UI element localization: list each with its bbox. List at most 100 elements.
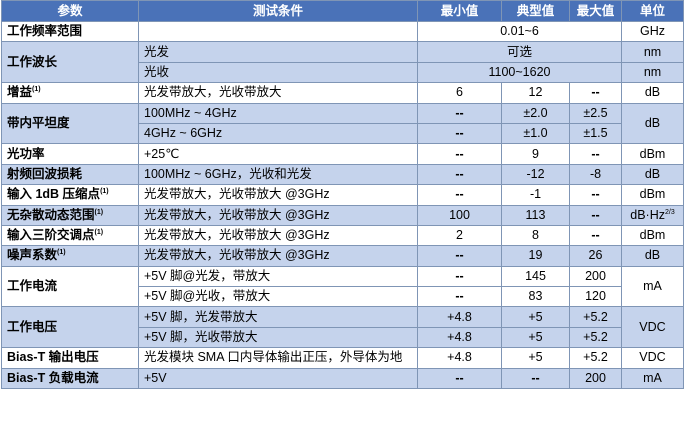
unit-cell: mA bbox=[621, 265, 684, 308]
table-row-volt-2: +5V 脚，光收带放大 +4.8 +5 +5.2 bbox=[2, 326, 684, 349]
condition-cell: +5V 脚@光收，带放大 bbox=[138, 286, 418, 308]
min-cell: -- bbox=[417, 367, 502, 390]
typ-cell: 9 bbox=[501, 143, 570, 165]
param-cell: 噪声系数(1) bbox=[1, 245, 139, 267]
typ-cell: +5 bbox=[501, 347, 570, 369]
param-cell: 带内平坦度 bbox=[1, 102, 139, 145]
param-cell: 工作波长 bbox=[1, 41, 139, 84]
table-row-freq: 工作频率范围 0.01~6 GHz bbox=[1, 20, 684, 43]
typ-cell: 19 bbox=[501, 245, 570, 267]
min-cell: -- bbox=[417, 143, 502, 165]
condition-cell: 光发带放大，光收带放大 @3GHz bbox=[138, 204, 418, 226]
typ-cell: +5 bbox=[501, 326, 570, 349]
condition-cell: 光发带放大，光收带放大 @3GHz bbox=[138, 245, 418, 267]
condition-cell: +5V 脚@光发，带放大 bbox=[138, 265, 418, 288]
param-cell: 光功率 bbox=[1, 143, 139, 165]
unit-cell: dB bbox=[621, 102, 684, 145]
condition-cell: 4GHz ~ 6GHz bbox=[138, 122, 418, 145]
param-cell: 输入三阶交调点(1) bbox=[1, 224, 139, 247]
param-cell: 工作电流 bbox=[1, 265, 139, 308]
condition-cell bbox=[138, 20, 418, 43]
max-cell: 200 bbox=[569, 367, 622, 390]
typ-cell: ±1.0 bbox=[501, 122, 570, 145]
table-row-flat-1: 带内平坦度 100MHz ~ 4GHz -- ±2.0 ±2.5 dB bbox=[1, 102, 684, 145]
header-typ: 典型值 bbox=[501, 0, 570, 22]
unit-cell: VDC bbox=[621, 347, 684, 369]
table-row-biasv: Bias-T 输出电压 光发模块 SMA 口内导体输出正压，外导体为地 +4.8… bbox=[1, 347, 684, 369]
min-cell: -- bbox=[417, 245, 502, 267]
typ-cell: -12 bbox=[501, 163, 570, 186]
max-cell: ±2.5 bbox=[569, 102, 622, 124]
min-cell: -- bbox=[417, 184, 502, 206]
unit-cell: nm bbox=[621, 41, 684, 63]
max-cell: -8 bbox=[569, 163, 622, 186]
header-min: 最小值 bbox=[417, 0, 502, 22]
min-cell: +4.8 bbox=[417, 306, 502, 328]
table-row-nf: 噪声系数(1) 光发带放大，光收带放大 @3GHz -- 19 26 dB bbox=[1, 245, 684, 267]
param-cell: 工作电压 bbox=[1, 306, 139, 349]
unit-cell: dBm bbox=[621, 224, 684, 247]
unit-cell: dB bbox=[621, 82, 684, 104]
condition-cell: 光发带放大，光收带放大 @3GHz bbox=[138, 184, 418, 206]
max-cell: 200 bbox=[569, 265, 622, 288]
max-cell: 120 bbox=[569, 286, 622, 308]
table-row-wave-1: 工作波长 光发 可选 nm bbox=[1, 41, 684, 84]
table-row-power: 光功率 +25℃ -- 9 -- dBm bbox=[1, 143, 684, 165]
min-cell: -- bbox=[417, 102, 502, 124]
table-row-ip3: 输入三阶交调点(1) 光发带放大，光收带放大 @3GHz 2 8 -- dBm bbox=[1, 224, 684, 247]
max-cell: +5.2 bbox=[569, 347, 622, 369]
max-cell: ±1.5 bbox=[569, 122, 622, 145]
condition-cell: 100MHz ~ 4GHz bbox=[138, 102, 418, 124]
param-cell: Bias-T 输出电压 bbox=[1, 347, 139, 369]
table-row-wave-2: 光收 1100~1620 nm bbox=[2, 61, 684, 84]
min-cell: 2 bbox=[417, 224, 502, 247]
unit-cell: mA bbox=[621, 367, 684, 390]
max-cell: -- bbox=[569, 224, 622, 247]
max-cell: -- bbox=[569, 204, 622, 226]
param-label: 噪声系数 bbox=[7, 248, 58, 263]
table-row-biasi: Bias-T 负载电流 +5V -- -- 200 mA bbox=[1, 367, 684, 390]
footnote-mark: (1) bbox=[32, 86, 41, 94]
unit-cell: dB·Hz2/3 bbox=[621, 204, 684, 226]
footnote-mark: (1) bbox=[100, 188, 109, 196]
unit-cell: dBm bbox=[621, 143, 684, 165]
param-cell: Bias-T 负载电流 bbox=[1, 367, 139, 390]
max-cell: +5.2 bbox=[569, 306, 622, 328]
table-row-p1db: 输入 1dB 压缩点(1) 光发带放大，光收带放大 @3GHz -- -1 --… bbox=[1, 184, 684, 206]
max-cell: -- bbox=[569, 184, 622, 206]
unit-cell: VDC bbox=[621, 306, 684, 349]
condition-cell: +5V 脚，光发带放大 bbox=[138, 306, 418, 328]
table-row-rl: 射频回波损耗 100MHz ~ 6GHz，光收和光发 -- -12 -8 dB bbox=[1, 163, 684, 186]
condition-cell: 光发 bbox=[138, 41, 418, 63]
min-cell: +4.8 bbox=[417, 347, 502, 369]
footnote-mark: (1) bbox=[94, 208, 104, 216]
min-cell: 100 bbox=[417, 204, 502, 226]
table-row-gain: 增益(1) 光发带放大，光收带放大 6 12 -- dB bbox=[1, 82, 684, 104]
min-cell: +4.8 bbox=[417, 326, 502, 349]
header-param: 参数 bbox=[1, 0, 139, 22]
unit-exponent: 2/3 bbox=[665, 208, 675, 216]
unit-cell: dB bbox=[621, 245, 684, 267]
header-row: 参数 测试条件 最小值 典型值 最大值 单位 bbox=[1, 0, 684, 22]
typ-cell: 8 bbox=[501, 224, 570, 247]
param-cell: 无杂散动态范围(1) bbox=[1, 204, 139, 226]
condition-cell: 光收 bbox=[138, 61, 418, 84]
condition-cell: 光发带放大，光收带放大 bbox=[138, 82, 418, 104]
spec-table: 参数 测试条件 最小值 典型值 最大值 单位 工作频率范围 0.01~6 GHz… bbox=[1, 0, 684, 390]
table-row-cur-1: 工作电流 +5V 脚@光发，带放大 -- 145 200 mA bbox=[1, 265, 684, 308]
condition-cell: 光发模块 SMA 口内导体输出正压，外导体为地 bbox=[138, 347, 418, 369]
header-condition: 测试条件 bbox=[138, 0, 418, 22]
unit-label: dB·Hz bbox=[630, 207, 665, 222]
typ-cell: 145 bbox=[501, 265, 570, 288]
header-unit: 单位 bbox=[621, 0, 684, 22]
typ-cell: -- bbox=[501, 367, 570, 390]
min-cell: 6 bbox=[417, 82, 502, 104]
footnote-mark: (1) bbox=[94, 228, 104, 236]
min-cell: -- bbox=[417, 122, 502, 145]
typ-cell: 0.01~6 bbox=[417, 20, 622, 43]
param-cell: 工作频率范围 bbox=[1, 20, 139, 43]
min-cell: -- bbox=[417, 265, 502, 288]
header-max: 最大值 bbox=[569, 0, 622, 22]
param-cell: 射频回波损耗 bbox=[1, 163, 139, 186]
max-cell: 26 bbox=[569, 245, 622, 267]
